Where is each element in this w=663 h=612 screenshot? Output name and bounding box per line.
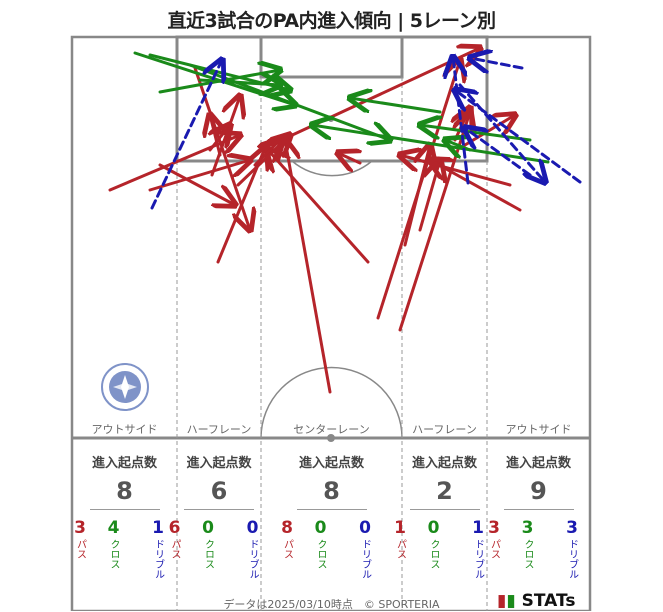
lane-stats-total: 2 [436, 477, 453, 505]
dribble-label: ドリブル [472, 539, 484, 579]
page-title: 直近3試合のPA内進入傾向 | 5レーン別 [167, 10, 496, 32]
stats-logo: ▮▮ STATs [497, 591, 576, 611]
lane-label-halfspace-right: ハーフレーン [412, 423, 477, 436]
dribble-count: 3 [566, 518, 578, 538]
pass-count: 1 [394, 518, 406, 538]
divider [409, 509, 480, 510]
pass-count: 3 [74, 518, 86, 538]
dribble-arrow [453, 57, 470, 185]
pass-label: パス [488, 539, 500, 559]
dribble-count: 0 [359, 518, 371, 538]
lane-stats-total: 8 [323, 477, 340, 505]
cross-arrow [312, 125, 550, 164]
cross-count: 3 [521, 518, 534, 538]
pass-arrow [285, 140, 332, 394]
dribble-label: ドリブル [566, 539, 578, 579]
cross-label: クロス [108, 539, 119, 569]
footer-note: データは2025/03/10時点 © SPORTERIA [223, 598, 440, 611]
pass-arrow [210, 115, 220, 157]
dribble-arrow [465, 128, 532, 177]
pass-label: パス [394, 539, 406, 559]
pass-label: パス [74, 539, 86, 559]
lane-stats-heading: 進入起点数 [186, 456, 252, 471]
cross-count: 4 [107, 518, 120, 538]
pass-arrow [148, 160, 250, 192]
dribble-label: ドリブル [152, 539, 164, 579]
divider [89, 509, 160, 510]
cross-label: クロス [315, 539, 326, 569]
cross-label: クロス [428, 539, 439, 569]
lane-stats-halfspace-left: 進入起点数 6 6 パス 0 クロス 0 ドリブル [169, 452, 261, 579]
dribble-label: ドリブル [247, 539, 258, 579]
pass-arrow [400, 155, 512, 187]
pass-arrow [338, 153, 360, 163]
lane-stats-heading: 進入起点数 [298, 456, 364, 471]
divider [184, 509, 254, 510]
pass-arrow [268, 150, 370, 264]
lane-stats-halfspace-right: 進入起点数 2 1 パス 0 クロス 1 ドリブル [394, 452, 487, 579]
lane-stats-outside-right: 進入起点数 9 3 パス 3 クロス 3 ドリブル [487, 452, 590, 579]
cross-label: クロス [522, 539, 533, 569]
pitch-lines [70, 35, 592, 611]
pass-count: 6 [168, 518, 181, 538]
pass-count: 3 [488, 518, 500, 538]
lane-label-outside-right: アウトサイド [505, 423, 572, 436]
lane-stats-heading: 進入起点数 [505, 456, 571, 471]
lane-stats-center: 進入起点数 8 8 パス 0 クロス 0 ドリブル [261, 452, 402, 579]
pass-label: パス [281, 539, 293, 559]
divider [503, 509, 574, 510]
brand-text: STATs [521, 591, 576, 611]
divider [296, 509, 367, 510]
dribble-count: 1 [152, 518, 164, 538]
lane-stats-heading: 進入起点数 [91, 456, 157, 471]
dribble-count: 1 [472, 518, 484, 538]
cross-label: クロス [202, 539, 214, 569]
cross-count: 0 [202, 518, 214, 538]
cross-count: 0 [427, 518, 440, 538]
lane-separators [176, 77, 488, 611]
lane-stats-heading: 進入起点数 [411, 456, 477, 471]
pass-arrow [158, 163, 235, 205]
pass-label: パス [169, 539, 180, 559]
dribble-arrow [150, 60, 222, 210]
lane-stats-outside-left: 進入起点数 8 3 パス 4 クロス 1 ドリブル [72, 452, 177, 579]
dribble-count: 0 [246, 518, 259, 538]
lane-label-outside-left: アウトサイド [91, 423, 158, 436]
cross-count: 0 [314, 518, 327, 538]
dribble-label: ドリブル [359, 539, 371, 579]
lane-stats-total: 8 [116, 477, 133, 505]
pass-count: 8 [281, 518, 293, 538]
dribble-arrow [470, 58, 524, 68]
cross-arrow [350, 98, 442, 114]
club-crest [101, 363, 149, 411]
lane-label-halfspace-left: ハーフレーン [186, 423, 252, 436]
lane-label-center: センターレーン [293, 423, 370, 436]
lane-stats-total: 9 [530, 477, 547, 505]
lane-stats-total: 6 [210, 477, 228, 505]
dribble-arrow [455, 90, 582, 184]
cross-arrow [133, 51, 295, 105]
